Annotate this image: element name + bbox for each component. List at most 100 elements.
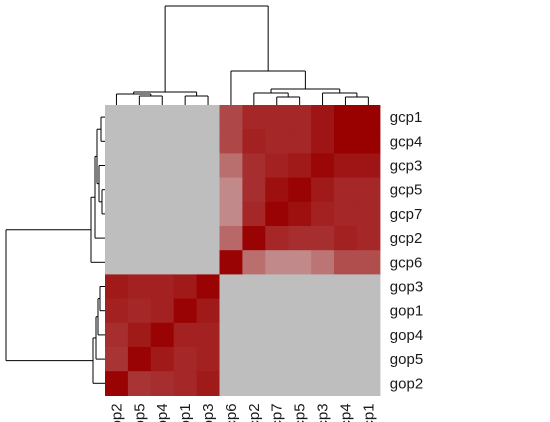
row-labels: gcp1 gcp4 gcp3 gcp5 gcp7 gcp2 gcp6 gop3 gop1 gop4… — [390, 109, 423, 392]
column-label-gcp1: gcp1 — [360, 403, 377, 422]
heatmap-cell-gcp1-gcp6 — [219, 105, 243, 130]
heatmap-cell-gcp2-gcp2 — [242, 226, 266, 251]
heatmap-cell-gcp6-gcp2 — [242, 250, 266, 275]
heatmap-cell-gop5-gop1 — [173, 347, 198, 372]
heatmap-cell-gcp3-gcp5 — [288, 153, 312, 179]
heatmap-cell-gop3-gcp5 — [288, 274, 312, 300]
heatmap-cell-gcp5-gop3 — [196, 177, 221, 203]
heatmap-cell-gop2-gcp3 — [311, 371, 335, 396]
heatmap-cell-gop2-gcp4 — [334, 371, 358, 396]
heatmap-cell-gop3-gcp4 — [334, 274, 358, 300]
heatmap-cell-gop2-gop1 — [173, 371, 198, 396]
heatmap-cell-gcp4-gop4 — [150, 129, 175, 154]
heatmap-cell-gcp5-gcp1 — [356, 177, 381, 203]
heatmap-cell-gop1-gop1 — [173, 298, 198, 324]
heatmap-cell-gop4-gcp7 — [265, 322, 289, 348]
heatmap-cell-gcp1-gop3 — [196, 105, 221, 130]
heatmap-cell-gop2-gop4 — [150, 371, 175, 396]
heatmap-cell-gcp7-gop2 — [105, 201, 129, 227]
heatmap-cell-gcp1-gop4 — [150, 105, 175, 130]
heatmap-cell-gop1-gcp6 — [219, 298, 243, 324]
heatmap-cell-gcp2-gop3 — [196, 226, 221, 251]
row-dendrogram — [5, 116, 105, 384]
heatmap-cell-gcp6-gcp4 — [334, 250, 358, 275]
heatmap-cells — [105, 105, 381, 396]
heatmap-cell-gcp7-gop3 — [196, 201, 221, 227]
heatmap-cell-gop1-gop5 — [127, 298, 152, 324]
column-label-gop1: gop1 — [177, 403, 194, 422]
heatmap-cell-gcp6-gop5 — [127, 250, 152, 275]
row-label-gcp2: gcp2 — [390, 230, 423, 247]
heatmap-cell-gop4-gcp5 — [288, 322, 312, 348]
heatmap-cell-gop4-gcp3 — [311, 322, 335, 348]
heatmap-cell-gop5-gcp6 — [219, 347, 243, 372]
heatmap-cell-gop3-gop3 — [196, 274, 221, 300]
heatmap-cell-gop5-gcp4 — [334, 347, 358, 372]
column-labels: gop2 gop5 gop4 gop1 gop3 gcp6 gcp2 gcp7 gcp5 gcp3… — [108, 403, 377, 422]
heatmap-cell-gcp7-gcp2 — [242, 201, 266, 227]
heatmap-cell-gcp1-gop1 — [173, 105, 198, 130]
heatmap-cell-gcp4-gcp7 — [265, 129, 289, 154]
column-label-gop5: gop5 — [131, 403, 148, 422]
heatmap-cell-gcp6-gop2 — [105, 250, 129, 275]
column-dendrogram — [115, 5, 369, 105]
row-label-gop2: gop2 — [390, 375, 423, 392]
heatmap-cell-gop2-gop5 — [127, 371, 152, 396]
heatmap-cell-gcp2-gop5 — [127, 226, 152, 251]
heatmap-cell-gcp2-gop2 — [105, 226, 129, 251]
heatmap-cell-gop3-gcp3 — [311, 274, 335, 300]
row-label-gcp4: gcp4 — [390, 133, 423, 150]
heatmap-cell-gcp2-gcp6 — [219, 226, 243, 251]
heatmap-cell-gcp5-gcp5 — [288, 177, 312, 203]
heatmap-cell-gcp6-gcp7 — [265, 250, 289, 275]
heatmap-cell-gop2-gcp5 — [288, 371, 312, 396]
heatmap-cell-gcp5-gop2 — [105, 177, 129, 203]
heatmap-cell-gcp7-gcp6 — [219, 201, 243, 227]
heatmap-cell-gcp4-gop2 — [105, 129, 129, 154]
heatmap-cell-gcp5-gcp4 — [334, 177, 358, 203]
heatmap-cell-gcp3-gcp7 — [265, 153, 289, 179]
heatmap-cell-gcp3-gcp3 — [311, 153, 335, 179]
heatmap-cell-gop4-gcp4 — [334, 322, 358, 348]
heatmap-cell-gop4-gop4 — [150, 322, 175, 348]
heatmap-cell-gop1-gcp1 — [356, 298, 381, 324]
heatmap-cell-gcp1-gcp4 — [334, 105, 358, 130]
row-label-gcp6: gcp6 — [390, 254, 423, 271]
heatmap-cell-gop1-gcp2 — [242, 298, 266, 324]
heatmap-cell-gop4-gop5 — [127, 322, 152, 348]
heatmap-cell-gcp3-gop1 — [173, 153, 198, 179]
heatmap-cell-gcp6-gop1 — [173, 250, 198, 275]
heatmap-cell-gcp4-gop5 — [127, 129, 152, 154]
heatmap-cell-gcp1-gop5 — [127, 105, 152, 130]
heatmap-cell-gop5-gcp5 — [288, 347, 312, 372]
heatmap-cell-gcp3-gcp1 — [356, 153, 381, 179]
heatmap-cell-gcp4-gcp2 — [242, 129, 266, 154]
heatmap-cell-gop5-gop5 — [127, 347, 152, 372]
column-label-gcp5: gcp5 — [292, 403, 309, 422]
column-label-gop3: gop3 — [200, 403, 217, 422]
heatmap-cell-gcp4-gop3 — [196, 129, 221, 154]
heatmap-cell-gcp2-gop4 — [150, 226, 175, 251]
heatmap-cell-gop1-gop3 — [196, 298, 221, 324]
heatmap-cell-gcp7-gop4 — [150, 201, 175, 227]
heatmap-cell-gop4-gop3 — [196, 322, 221, 348]
heatmap-cell-gop1-gop2 — [105, 298, 129, 324]
heatmap-cell-gcp6-gcp6 — [219, 250, 243, 275]
column-label-gcp4: gcp4 — [337, 403, 354, 422]
heatmap-cell-gop2-gcp2 — [242, 371, 266, 396]
heatmap-cell-gcp2-gcp5 — [288, 226, 312, 251]
heatmap-cell-gop1-gcp3 — [311, 298, 335, 324]
heatmap-cell-gcp5-gop5 — [127, 177, 152, 203]
heatmap-cell-gcp2-gcp3 — [311, 226, 335, 251]
heatmap-cell-gcp3-gop4 — [150, 153, 175, 179]
row-label-gop4: gop4 — [390, 327, 423, 344]
heatmap-cell-gcp3-gop3 — [196, 153, 221, 179]
column-label-gop4: gop4 — [154, 403, 171, 422]
heatmap-cell-gop3-gcp1 — [356, 274, 381, 300]
heatmap-cell-gcp7-gcp4 — [334, 201, 358, 227]
heatmap-cell-gop2-gcp1 — [356, 371, 381, 396]
heatmap-cell-gcp7-gcp7 — [265, 201, 289, 227]
heatmap-cell-gop1-gcp7 — [265, 298, 289, 324]
heatmap-cell-gcp1-gop2 — [105, 105, 129, 130]
